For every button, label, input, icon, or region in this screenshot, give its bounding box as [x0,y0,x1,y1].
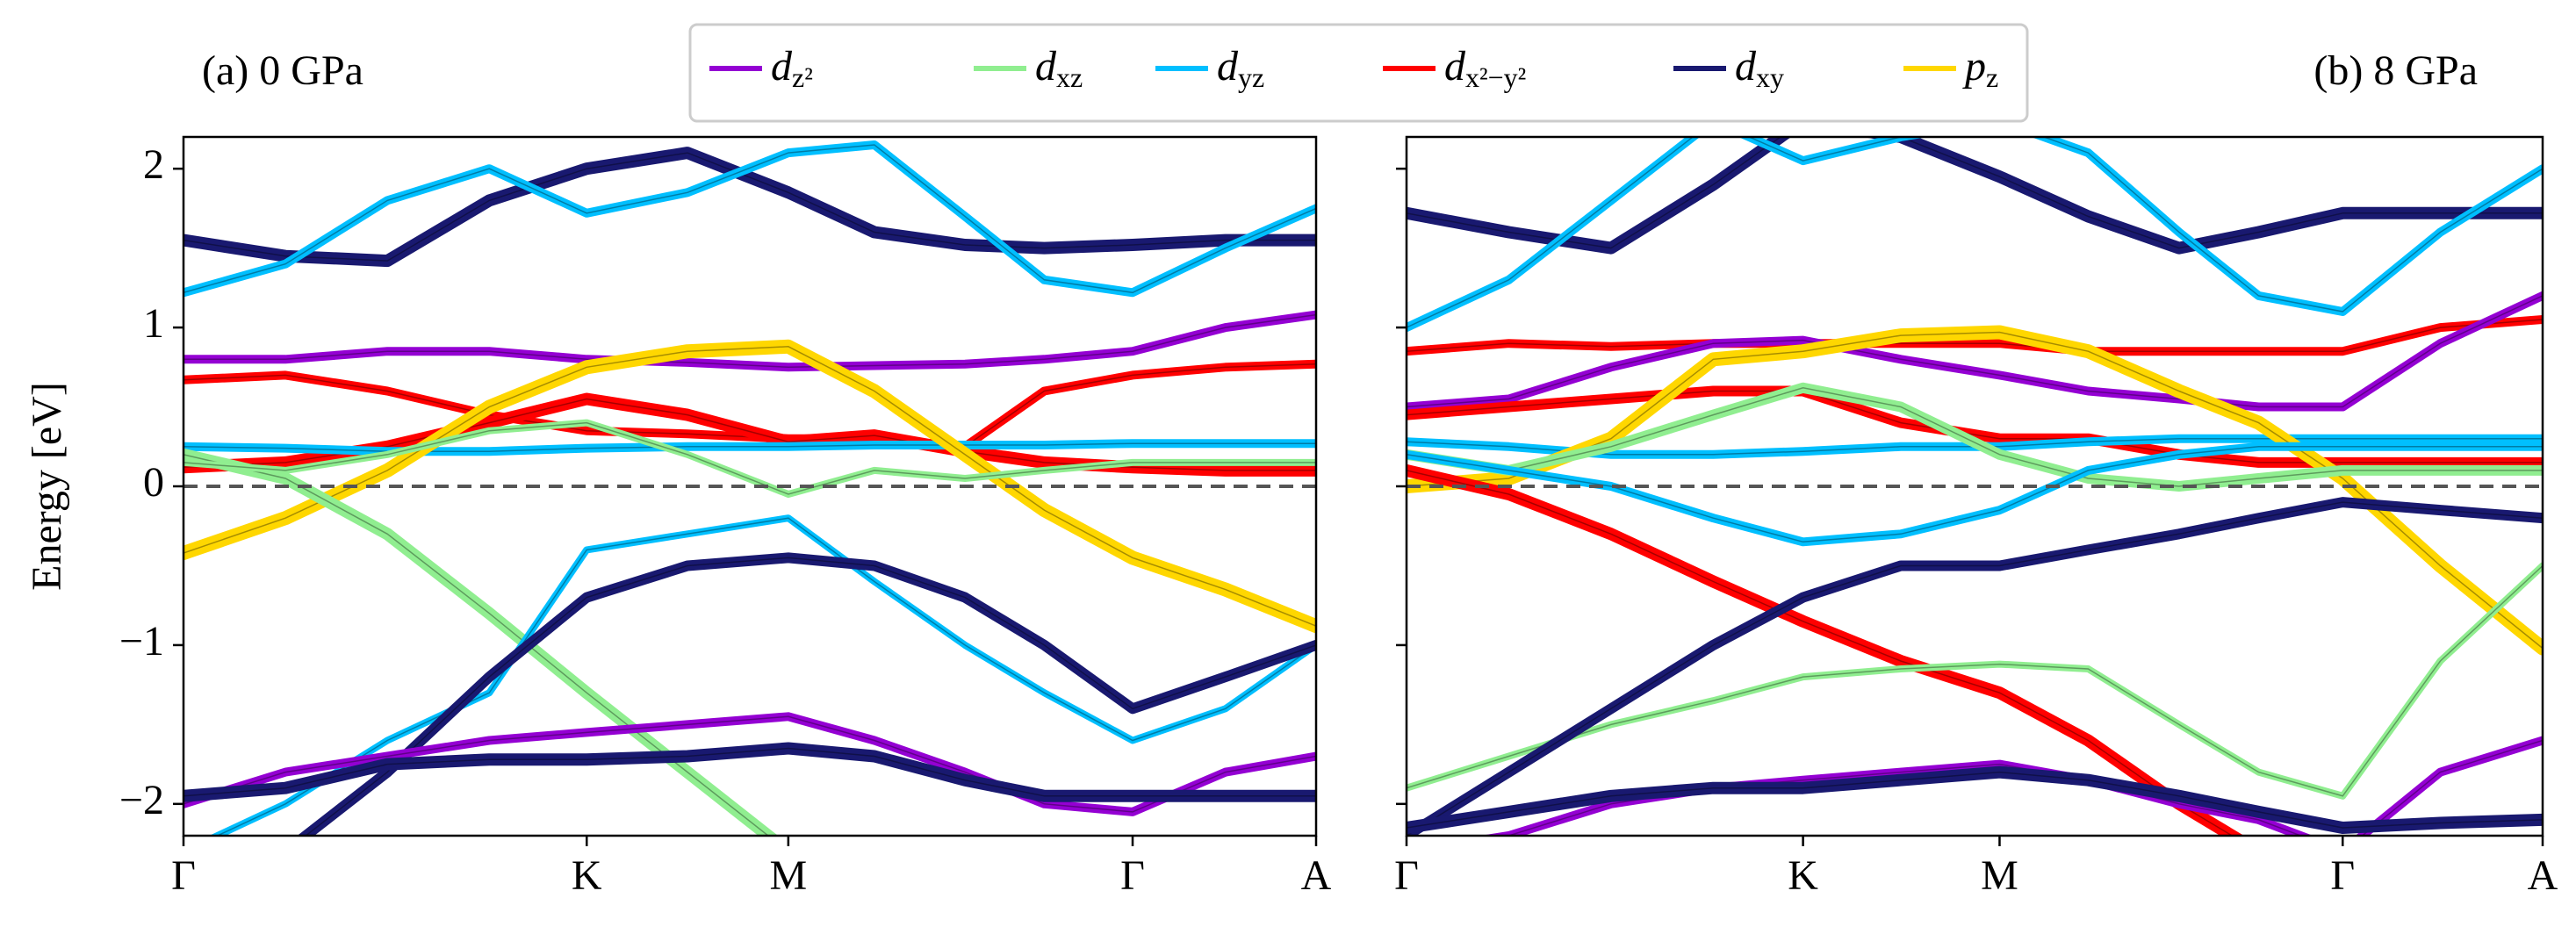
band [1407,434,2543,459]
band [209,514,1316,836]
band-core [183,715,1316,813]
x-tick-label: Γ [2330,852,2355,899]
band [183,419,1316,498]
band-core [1407,564,2543,797]
band-core [183,398,1316,471]
x-tick-label: Γ [1394,852,1419,899]
legend-label: dz² [771,43,813,93]
legend-symbol: d [771,43,793,90]
x-tick-label: A [1301,852,1332,899]
legend-label: dxz [1035,43,1083,93]
legend-subscript: xz [1056,61,1083,93]
band [1407,497,2543,836]
band-core [183,346,1316,627]
band-core [183,421,1316,495]
legend-label: dxy [1735,43,1784,93]
band [297,552,1316,836]
band [1407,315,2543,356]
x-tick-label: K [572,852,602,899]
band [183,392,1316,477]
band [183,140,1316,298]
band [1407,325,2543,656]
band [1407,137,2543,255]
legend-symbol: d [1735,43,1757,90]
band [183,712,1316,816]
band-core [183,313,1316,369]
legend-frame [688,23,2029,123]
plot-area [1407,137,2543,836]
band [1407,291,2543,412]
band [1407,463,2244,836]
band-core [1407,437,2543,456]
band [1407,765,2543,834]
band [1407,442,2543,547]
band-core [1407,137,2543,249]
y-tick-label: 1 [143,300,164,347]
band [1479,736,2543,836]
x-tick-label: Γ [1120,852,1145,899]
legend: dz² dxz dyz dx²−y² dxy pz [688,23,2029,123]
x-tick-label: M [1981,852,2018,899]
legend-subscript: xy [1756,61,1784,93]
band-core [215,517,1316,836]
y-tick-label: 0 [143,459,164,506]
band-core [305,557,1316,836]
band [1407,137,2543,333]
legend-symbol: d [1444,43,1466,90]
y-tick-label: −1 [119,618,164,665]
band [183,339,1316,634]
legend-subscript: z [1986,61,1998,93]
band-core [183,144,1316,294]
legend-symbol: p [1962,43,1986,90]
legend-symbol: d [1035,43,1057,90]
x-tick-label: Γ [171,852,196,899]
band [1407,385,2543,468]
band [183,742,1316,802]
y-tick-label: −2 [119,777,164,823]
band [183,310,1316,372]
legend-subscript: z² [792,61,813,93]
band-core [183,152,1316,262]
band-core [1504,739,2543,836]
band-core [1407,295,2543,408]
y-tick-label: 2 [143,141,164,188]
legend-label: pz [1962,43,1998,93]
legend-subscript: yz [1238,61,1264,93]
band-core [1407,331,2543,650]
legend-label: dyz [1217,43,1264,93]
x-tick-label: K [1788,852,1818,899]
band-core [1407,470,2234,836]
band-core [1407,387,2543,487]
x-tick-label: A [2528,852,2558,899]
plot-area [183,140,1316,836]
band-core [1407,446,2543,543]
band [183,448,779,836]
legend-symbol: d [1217,43,1239,90]
band-core [183,454,770,836]
band-core [183,747,1316,797]
band-core [1407,501,2543,836]
panel-title: (b) 8 GPa [2313,47,2478,94]
band-core [1407,137,2543,328]
band-core [1407,390,2543,463]
x-tick-label: M [770,852,808,899]
band [183,147,1316,268]
y-axis-label: Energy [eV] [24,382,70,591]
legend-label: dx²−y² [1444,43,1526,93]
panel-title: (a) 0 GPa [202,47,363,94]
band [1407,382,2543,492]
band-core [1407,319,2543,352]
band-core [1407,771,2543,829]
legend-subscript: x²−y² [1465,61,1526,93]
band [1407,562,2543,800]
